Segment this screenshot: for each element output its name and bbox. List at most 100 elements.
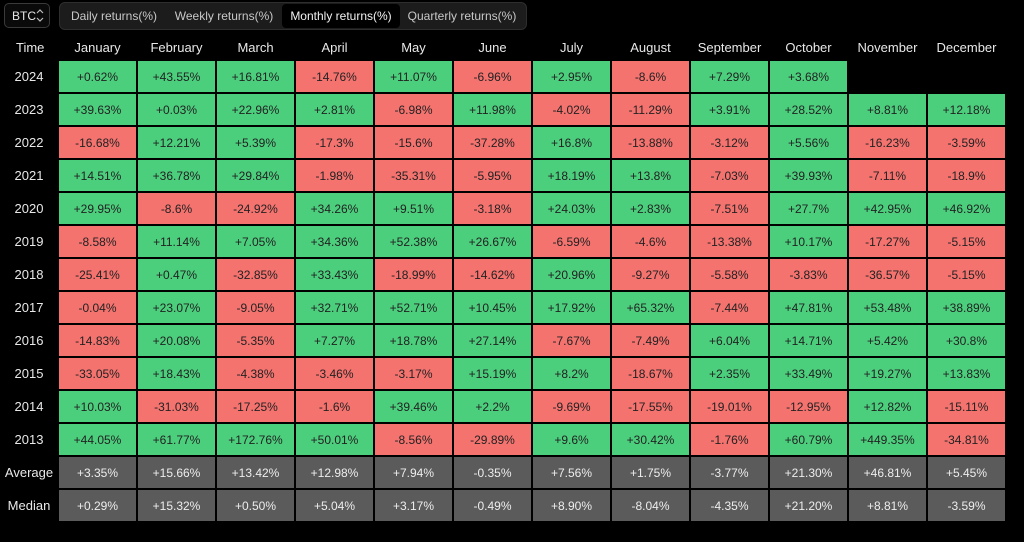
tab-weekly-returns[interactable]: Weekly returns(%) (174, 9, 274, 23)
return-cell: -15.6% (375, 127, 452, 158)
return-cell: +38.89% (928, 292, 1005, 323)
asset-select[interactable]: BTC (4, 3, 50, 28)
year-label-2015: 2015 (14, 366, 44, 381)
return-cell: +16.8% (533, 127, 610, 158)
return-cell: +8.2% (533, 358, 610, 389)
return-cell: -7.49% (612, 325, 689, 356)
return-cell: +36.78% (138, 160, 215, 191)
month-header-august: August (630, 39, 671, 55)
return-cell: -9.27% (612, 259, 689, 290)
return-cell: -36.57% (849, 259, 926, 290)
time-column-header: Time (16, 39, 45, 55)
month-header-march: March (237, 39, 274, 55)
return-cell: +24.03% (533, 193, 610, 224)
return-cell: -7.51% (691, 193, 768, 224)
return-cell: -31.03% (138, 391, 215, 422)
return-cell: +27.7% (770, 193, 847, 224)
stat-cell: +7.56% (533, 457, 610, 488)
return-cell: +34.26% (296, 193, 373, 224)
return-cell: +10.45% (454, 292, 531, 323)
return-cell: +29.95% (59, 193, 136, 224)
return-cell: -24.92% (217, 193, 294, 224)
tab-monthly-returns[interactable]: Monthly returns(%) (282, 4, 400, 28)
stat-cell: +7.94% (375, 457, 452, 488)
tab-daily-returns[interactable]: Daily returns(%) (70, 9, 157, 23)
return-cell: +19.27% (849, 358, 926, 389)
return-cell: -14.62% (454, 259, 531, 290)
year-label-2024: 2024 (14, 69, 44, 84)
return-cell: -5.58% (691, 259, 768, 290)
return-cell: +18.78% (375, 325, 452, 356)
year-label-2014: 2014 (14, 399, 44, 414)
monthly-returns-table: Time January February March April May June July… (0, 34, 1006, 522)
year-label-2018: 2018 (14, 267, 44, 282)
month-header-october: October (785, 39, 832, 55)
month-header-january: January (74, 39, 121, 55)
return-cell: +52.38% (375, 226, 452, 257)
return-cell: +6.04% (691, 325, 768, 356)
stat-cell: -3.77% (691, 457, 768, 488)
return-cell: +65.32% (612, 292, 689, 323)
return-cell: -34.81% (928, 424, 1005, 455)
return-cell: -16.23% (849, 127, 926, 158)
month-header-december: December (936, 39, 997, 55)
return-cell: -4.6% (612, 226, 689, 257)
year-label-2016: 2016 (14, 333, 44, 348)
return-cell: -6.59% (533, 226, 610, 257)
return-cell: -3.46% (296, 358, 373, 389)
return-cell: -19.01% (691, 391, 768, 422)
stat-cell: +3.17% (375, 490, 452, 521)
return-cell: +2.83% (612, 193, 689, 224)
return-cell: +11.14% (138, 226, 215, 257)
return-cell: +10.17% (770, 226, 847, 257)
return-cell: +33.43% (296, 259, 373, 290)
return-cell: +449.35% (849, 424, 926, 455)
return-cell: +5.42% (849, 325, 926, 356)
stat-cell: +0.50% (217, 490, 294, 521)
month-header-july: July (559, 39, 584, 55)
return-cell: +30.42% (612, 424, 689, 455)
returns-period-tabs: Daily returns(%) Weekly returns(%) Month… (59, 2, 527, 30)
return-cell: +2.95% (533, 61, 610, 92)
return-cell: +14.71% (770, 325, 847, 356)
return-cell: +32.71% (296, 292, 373, 323)
return-cell (928, 61, 1005, 92)
return-cell: -14.76% (296, 61, 373, 92)
return-cell: +18.19% (533, 160, 610, 191)
return-cell: -6.98% (375, 94, 452, 125)
return-cell: +23.07% (138, 292, 215, 323)
return-cell: -18.9% (928, 160, 1005, 191)
return-cell: +12.18% (928, 94, 1005, 125)
return-cell: +39.93% (770, 160, 847, 191)
return-cell: +3.68% (770, 61, 847, 92)
return-cell: -6.96% (454, 61, 531, 92)
return-cell: +22.96% (217, 94, 294, 125)
return-cell: -5.35% (217, 325, 294, 356)
return-cell: +0.47% (138, 259, 215, 290)
return-cell: -12.95% (770, 391, 847, 422)
stat-cell: +15.32% (138, 490, 215, 521)
return-cell: -7.44% (691, 292, 768, 323)
month-header-may: May (401, 39, 426, 55)
return-cell: -13.88% (612, 127, 689, 158)
return-cell: -3.59% (928, 127, 1005, 158)
return-cell: +39.63% (59, 94, 136, 125)
return-cell: -17.55% (612, 391, 689, 422)
return-cell: -17.27% (849, 226, 926, 257)
return-cell: -9.05% (217, 292, 294, 323)
return-cell: +20.08% (138, 325, 215, 356)
return-cell (849, 61, 926, 92)
stat-cell: +1.75% (612, 457, 689, 488)
return-cell: -18.99% (375, 259, 452, 290)
stat-cell: +0.29% (59, 490, 136, 521)
stat-cell: -3.59% (928, 490, 1005, 521)
return-cell: +13.8% (612, 160, 689, 191)
return-cell: -3.18% (454, 193, 531, 224)
return-cell: -8.6% (138, 193, 215, 224)
return-cell: -5.95% (454, 160, 531, 191)
return-cell: -33.05% (59, 358, 136, 389)
tab-quarterly-returns[interactable]: Quarterly returns(%) (407, 9, 517, 23)
stat-label-median: Median (7, 498, 51, 513)
year-label-2020: 2020 (14, 201, 44, 216)
return-cell: -16.68% (59, 127, 136, 158)
